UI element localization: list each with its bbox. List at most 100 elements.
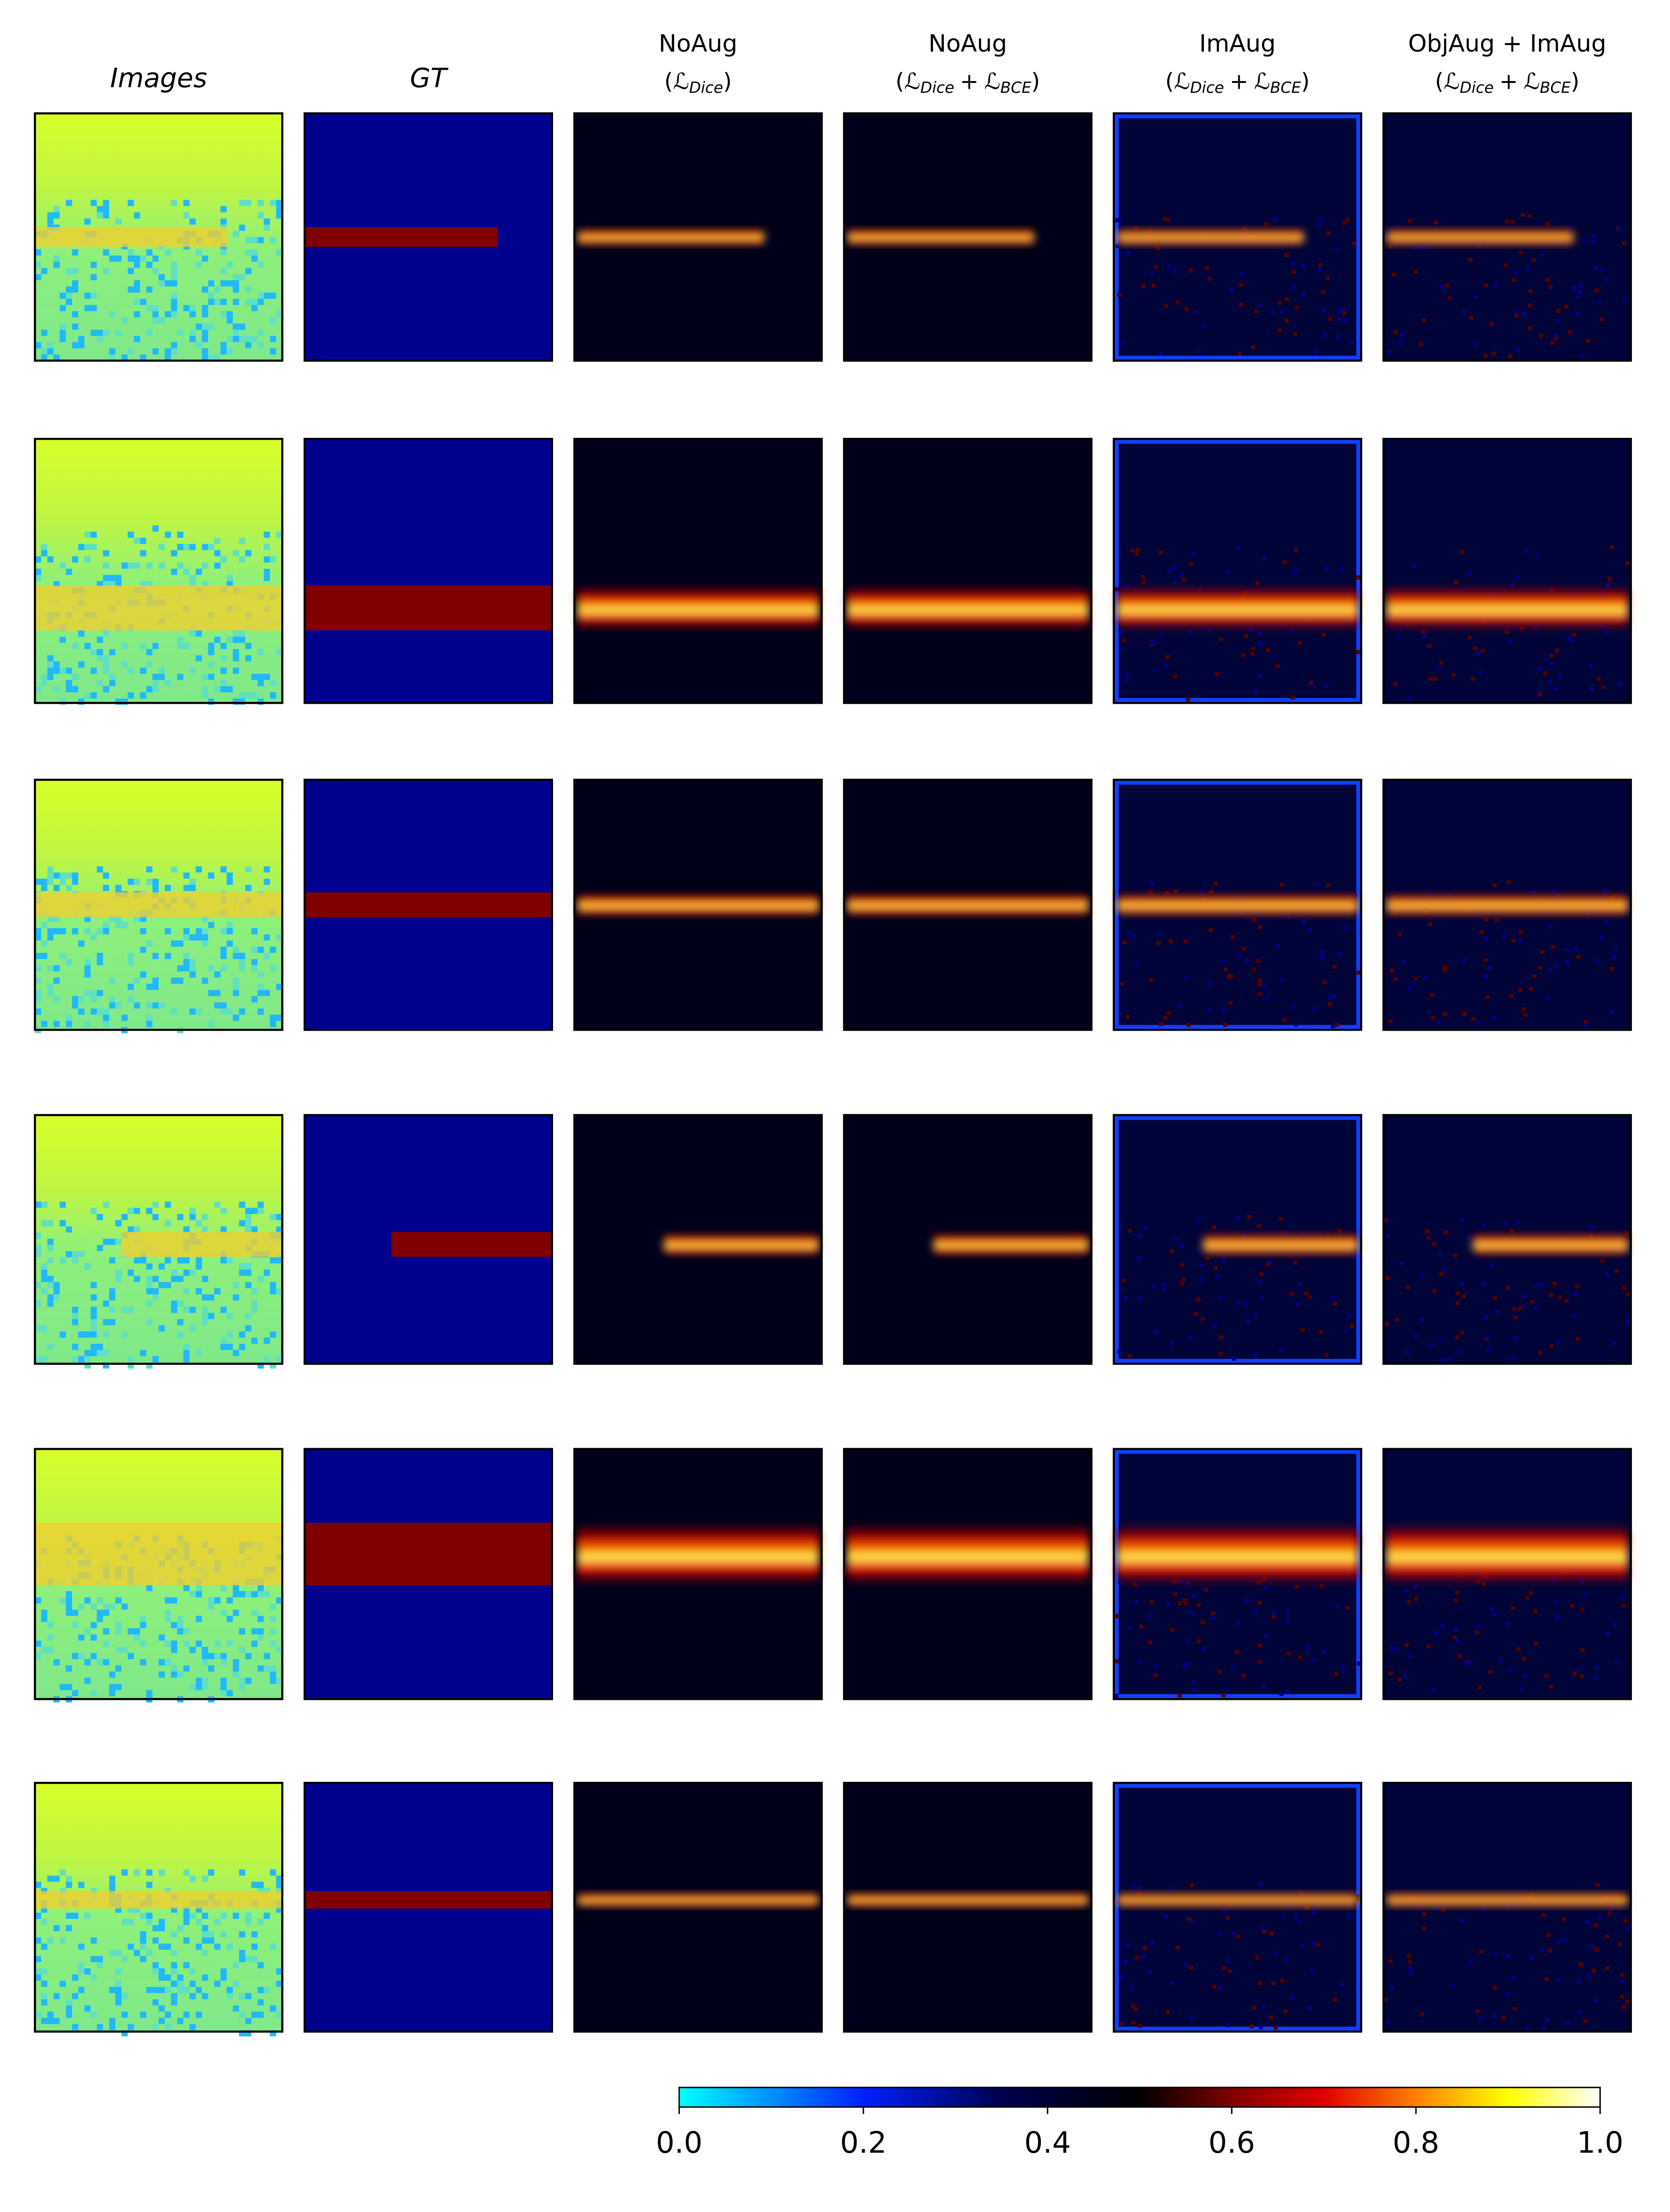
pred-noise <box>1226 570 1231 574</box>
pred-noise <box>1291 695 1295 700</box>
image-pixel <box>127 268 134 274</box>
image-pixel <box>233 1665 239 1672</box>
panel-frame <box>1112 778 1362 1031</box>
image-pixel <box>103 268 109 274</box>
pred-noise <box>1182 1664 1187 1669</box>
pred-noise <box>1581 238 1586 243</box>
pred-noise <box>1426 1644 1431 1649</box>
image-pixel <box>41 1968 48 1975</box>
image-pixel <box>66 1603 72 1610</box>
image-pixel <box>239 1949 245 1956</box>
image-pixel <box>276 1257 283 1264</box>
image-pixel <box>202 323 208 330</box>
pred-noise <box>1441 1267 1446 1272</box>
pred-noise <box>1522 1656 1526 1661</box>
image-pixel <box>226 311 233 317</box>
pred-noise <box>1141 284 1146 288</box>
image-pixel <box>264 1913 270 1919</box>
image-pixel <box>96 330 103 336</box>
pred-noise <box>1446 1357 1451 1362</box>
image-pixel <box>159 1869 165 1876</box>
pred-noise <box>1150 270 1155 275</box>
panel <box>1382 437 1632 704</box>
image-pixel <box>47 916 54 922</box>
pred-noise <box>1257 992 1262 997</box>
image-pixel <box>152 317 159 324</box>
pred-heat <box>1386 227 1574 247</box>
pred-noise <box>1505 1622 1510 1626</box>
pred-noise <box>1152 668 1157 672</box>
pred-border <box>1114 439 1361 702</box>
image-pixel <box>66 293 72 299</box>
pred-noise <box>1438 1337 1442 1342</box>
pred-noise <box>1603 889 1607 893</box>
pred-noise <box>1475 1630 1479 1635</box>
image-pixel <box>66 286 72 293</box>
image-pixel <box>146 305 153 312</box>
image-pixel <box>146 1869 153 1876</box>
image-pixel <box>270 946 276 953</box>
pred-noise <box>1191 1611 1195 1616</box>
image-pixel <box>202 311 208 317</box>
image-pixel <box>140 971 146 978</box>
image-pixel <box>109 255 116 262</box>
image-pixel <box>220 1678 227 1684</box>
image-pixel <box>183 1269 190 1276</box>
pred-noise <box>1166 264 1171 269</box>
image-pixel <box>115 1238 122 1245</box>
image-pixel <box>103 655 109 662</box>
image-pixel <box>270 1288 276 1295</box>
pred-heat <box>847 227 1035 247</box>
image-pixel <box>146 1288 153 1295</box>
image-pixel <box>257 1919 264 1925</box>
panel <box>573 1782 823 2033</box>
pred-noise <box>1483 1315 1488 1320</box>
image-pixel <box>202 330 208 336</box>
pred-noise <box>1312 1658 1317 1663</box>
pred-noise <box>1411 564 1415 568</box>
image-pixel <box>96 1344 103 1350</box>
image-pixel <box>202 916 208 922</box>
pred-noise <box>1262 984 1267 989</box>
image-pixel <box>251 336 258 342</box>
image-pixel <box>35 1008 41 1015</box>
panel-frame <box>573 1782 823 2033</box>
image-pixel <box>53 977 60 984</box>
pred-noise <box>1119 2021 1124 2026</box>
loss-symbol: ℒ <box>904 68 920 94</box>
image-pixel <box>233 1282 239 1288</box>
image-pixel <box>220 965 227 972</box>
image-pixel <box>96 336 103 342</box>
image-pixel <box>171 1671 178 1678</box>
loss-symbol: ℒ <box>673 68 689 94</box>
pred-noise <box>1330 1295 1335 1300</box>
pred-noise <box>1453 1253 1458 1257</box>
image-pixel <box>226 1344 233 1350</box>
pred-bg <box>1383 439 1631 703</box>
column-title: NoAug <box>659 30 737 58</box>
image-pixel <box>109 1986 116 1993</box>
pred-noise <box>1271 1615 1276 1619</box>
image-pixel <box>233 323 239 330</box>
pred-noise <box>1533 1609 1538 1613</box>
pred-noise <box>1580 1648 1584 1652</box>
pred-noise <box>1179 1244 1184 1248</box>
image-pixel <box>251 1609 258 1616</box>
pred-noise <box>1343 1329 1348 1334</box>
image-pixel <box>189 575 196 581</box>
image-pixel <box>239 225 245 231</box>
pred-noise <box>1481 1281 1486 1286</box>
image-pixel <box>103 1014 109 1021</box>
pred-noise <box>1126 931 1131 935</box>
image-pixel <box>251 965 258 972</box>
image-pixel <box>220 249 227 256</box>
image-pixel <box>84 692 91 699</box>
pred-noise <box>1511 278 1516 282</box>
loss-sub: Dice <box>1460 79 1494 96</box>
pred-noise <box>1414 1584 1418 1589</box>
image-pixel <box>140 1937 146 1944</box>
panel-frame <box>1112 1448 1362 1700</box>
image-pixel <box>202 562 208 569</box>
pred-noise <box>1553 333 1558 337</box>
image-pixel <box>140 1641 146 1647</box>
